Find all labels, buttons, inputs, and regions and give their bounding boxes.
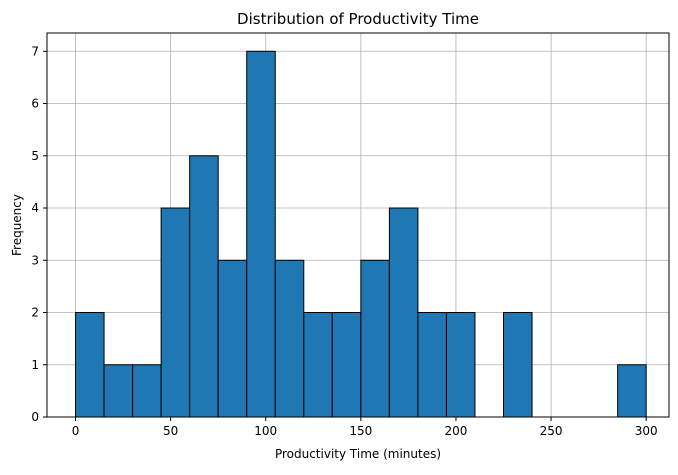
x-tick-label: 150 <box>349 424 372 438</box>
y-tick-label: 4 <box>31 201 39 215</box>
histogram-bars <box>75 50 647 418</box>
x-axis-label: Productivity Time (minutes) <box>275 447 441 461</box>
histogram-bar <box>160 207 191 418</box>
histogram-bar <box>217 259 248 418</box>
y-tick-label: 3 <box>31 253 39 267</box>
x-tick-label: 50 <box>163 424 178 438</box>
histogram-bar <box>445 312 476 418</box>
histogram-bar <box>132 364 162 418</box>
y-tick-label: 0 <box>31 410 39 424</box>
y-tick-label: 5 <box>31 149 39 163</box>
x-tick-label: 100 <box>254 424 277 438</box>
plot-frame <box>46 32 670 418</box>
x-tick-label: 200 <box>445 424 468 438</box>
histogram-bar <box>75 312 105 418</box>
x-tick-label: 300 <box>635 424 658 438</box>
y-tick-label: 2 <box>31 306 39 320</box>
x-tick-label: 0 <box>72 424 80 438</box>
x-tick-label: 250 <box>540 424 563 438</box>
histogram-bar <box>331 312 362 418</box>
histogram-bar <box>246 50 276 418</box>
histogram-bar <box>103 364 134 418</box>
histogram-bar <box>274 259 305 418</box>
histogram-bar <box>303 312 333 418</box>
histogram-bar <box>189 155 219 418</box>
histogram-bar <box>388 207 419 418</box>
y-axis-label: Frequency <box>10 194 24 256</box>
histogram-bar <box>417 312 447 418</box>
chart-title: Distribution of Productivity Time <box>237 10 479 28</box>
axis-ticks: 0 50 100 150 200 250 300 0 1 2 3 4 5 6 7 <box>31 44 657 438</box>
histogram-bar <box>617 364 647 418</box>
y-tick-label: 6 <box>31 97 39 111</box>
y-tick-label: 1 <box>31 358 39 372</box>
grid-lines <box>47 33 669 418</box>
histogram-bar <box>503 312 533 418</box>
histogram-bar <box>360 259 390 418</box>
y-tick-label: 7 <box>31 44 39 58</box>
plot-border <box>46 32 670 418</box>
